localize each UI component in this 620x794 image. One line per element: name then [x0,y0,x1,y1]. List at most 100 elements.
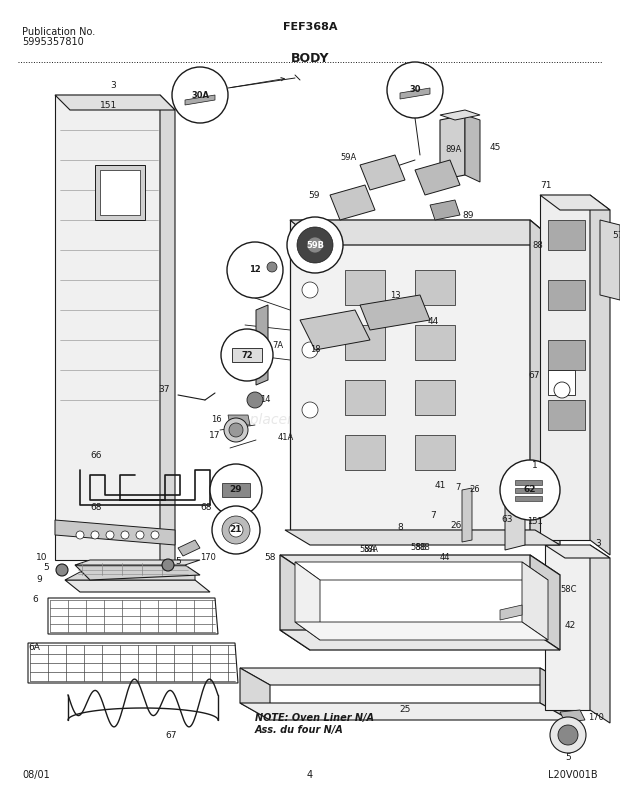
Circle shape [307,237,323,253]
Text: 89: 89 [462,210,474,219]
Text: 58: 58 [265,553,276,562]
Text: 170: 170 [200,553,216,562]
Polygon shape [600,220,620,300]
Polygon shape [548,340,585,370]
Text: 4: 4 [307,770,313,780]
Text: 30: 30 [409,86,421,94]
Text: 26: 26 [450,521,461,530]
Text: 6A: 6A [28,643,40,653]
Polygon shape [228,415,250,425]
Text: 71: 71 [540,180,552,190]
Circle shape [151,531,159,539]
Text: 62: 62 [524,485,536,495]
Circle shape [210,464,262,516]
Circle shape [162,559,174,571]
Text: 151: 151 [527,518,542,526]
Text: 26: 26 [470,485,480,495]
Text: 16: 16 [211,415,222,425]
Text: 13: 13 [390,291,401,299]
Polygon shape [345,380,385,415]
Text: 72: 72 [241,350,253,360]
Text: 89A: 89A [445,145,461,155]
Polygon shape [295,622,548,640]
Text: ereplacementparts.com: ereplacementparts.com [227,413,393,427]
Text: 29: 29 [229,485,242,495]
Text: 7A: 7A [272,341,283,349]
Text: 41: 41 [435,480,446,489]
Polygon shape [290,220,560,245]
Text: 58C: 58C [560,585,577,595]
Polygon shape [345,270,385,305]
Polygon shape [256,305,268,385]
Polygon shape [500,605,522,620]
Polygon shape [232,348,262,362]
Circle shape [229,423,243,437]
Polygon shape [345,435,385,470]
Text: 9: 9 [36,576,42,584]
Text: 5: 5 [565,753,571,761]
Polygon shape [530,555,560,650]
Text: 63: 63 [502,515,513,525]
Polygon shape [545,545,610,558]
Text: L20V001B: L20V001B [548,770,598,780]
Polygon shape [222,483,250,497]
Circle shape [297,227,333,263]
Polygon shape [415,160,460,195]
Polygon shape [522,562,548,640]
Text: 21: 21 [230,526,242,534]
Text: BODY: BODY [291,52,329,65]
Text: 58A: 58A [363,545,378,554]
Polygon shape [95,165,145,220]
Polygon shape [548,220,585,250]
Polygon shape [590,195,610,555]
Circle shape [387,62,443,118]
Text: 7: 7 [430,511,436,519]
Circle shape [76,531,84,539]
Text: 8: 8 [397,523,403,533]
Polygon shape [55,520,175,545]
Circle shape [224,418,248,442]
Text: 10: 10 [35,553,47,562]
Polygon shape [75,565,200,580]
Text: 37: 37 [159,386,170,395]
Polygon shape [440,110,480,120]
Polygon shape [540,195,590,540]
Text: NOTE: Oven Liner N/A: NOTE: Oven Liner N/A [255,713,374,723]
Circle shape [267,262,277,272]
Polygon shape [415,380,455,415]
Text: Ass. du four N/A: Ass. du four N/A [255,725,343,735]
Circle shape [227,242,283,298]
Text: 1: 1 [532,461,538,469]
Polygon shape [440,115,465,180]
Text: 08/01: 08/01 [22,770,50,780]
Circle shape [287,217,343,273]
Polygon shape [515,480,542,485]
Polygon shape [240,668,570,685]
Text: Publication No.: Publication No. [22,27,95,37]
Polygon shape [75,560,200,565]
Text: 12: 12 [249,265,261,275]
Polygon shape [280,555,310,650]
Polygon shape [295,562,548,580]
Text: 30A: 30A [191,91,209,99]
Text: 18: 18 [310,345,321,354]
Polygon shape [240,668,270,720]
Circle shape [222,516,250,544]
Polygon shape [415,325,455,360]
Text: 5: 5 [43,564,49,572]
Polygon shape [55,95,160,560]
Polygon shape [300,310,370,350]
Text: 44: 44 [440,553,451,562]
Text: 88: 88 [532,241,542,249]
Text: 41A: 41A [278,433,294,441]
Circle shape [91,531,99,539]
Text: 5995357810: 5995357810 [22,37,84,47]
Text: 14: 14 [260,395,270,404]
Circle shape [554,382,570,398]
Polygon shape [100,170,140,215]
Polygon shape [548,370,575,395]
Polygon shape [545,545,590,710]
Polygon shape [295,562,320,640]
Polygon shape [515,496,542,501]
Polygon shape [360,295,430,330]
